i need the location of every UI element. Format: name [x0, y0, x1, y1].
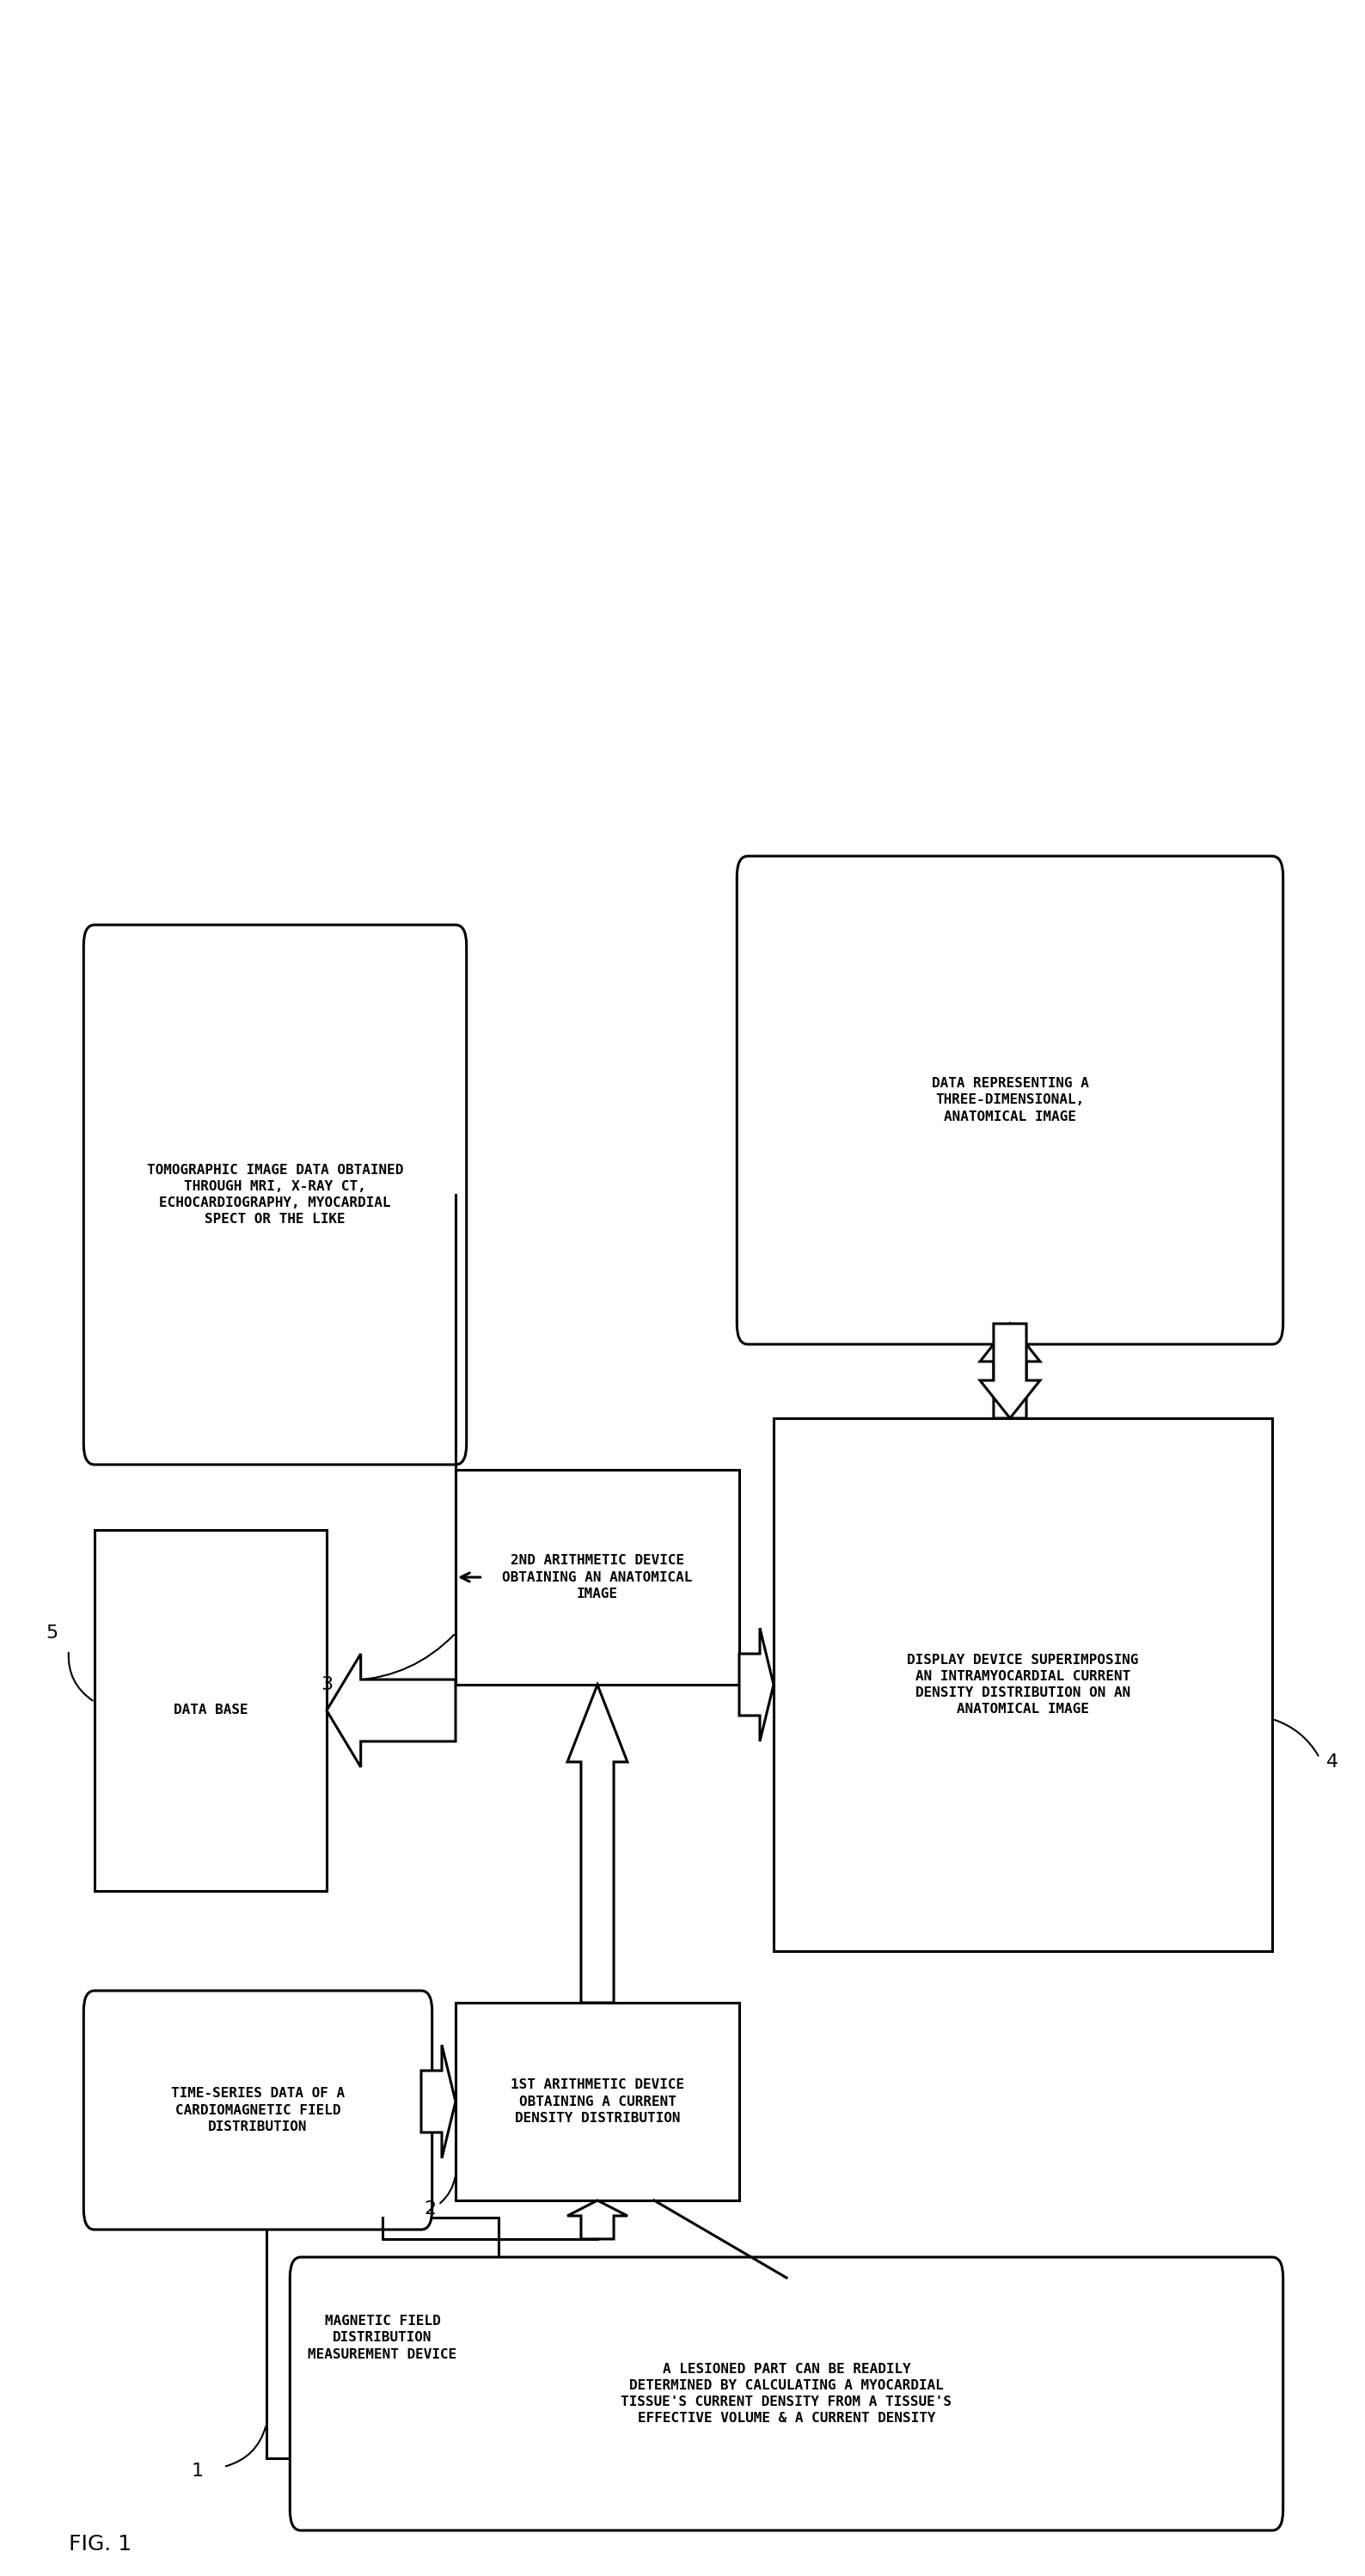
Text: 3: 3	[321, 1677, 333, 1692]
Bar	[456, 2002, 740, 2200]
Text: TIME-SERIES DATA OF A
CARDIOMAGNETIC FIELD
DISTRIBUTION: TIME-SERIES DATA OF A CARDIOMAGNETIC FIE…	[171, 2087, 345, 2133]
Polygon shape	[980, 1324, 1040, 1419]
FancyBboxPatch shape	[83, 1991, 433, 2231]
Text: 2: 2	[423, 2200, 435, 2218]
Bar	[456, 1471, 740, 1685]
Text: 4: 4	[1327, 1754, 1339, 1770]
Text: 5: 5	[45, 1625, 57, 1641]
Polygon shape	[980, 1324, 1040, 1419]
FancyBboxPatch shape	[83, 925, 467, 1466]
Polygon shape	[326, 1654, 456, 1767]
Text: DATA REPRESENTING A
THREE-DIMENSIONAL,
ANATOMICAL IMAGE: DATA REPRESENTING A THREE-DIMENSIONAL, A…	[931, 1077, 1089, 1123]
FancyBboxPatch shape	[289, 2257, 1283, 2530]
Polygon shape	[740, 1628, 774, 1741]
Bar	[94, 1530, 326, 1891]
Text: TOMOGRAPHIC IMAGE DATA OBTAINED
THROUGH MRI, X-RAY CT,
ECHOCARDIOGRAPHY, MYOCARD: TOMOGRAPHIC IMAGE DATA OBTAINED THROUGH …	[147, 1164, 403, 1226]
Text: 1ST ARITHMETIC DEVICE
OBTAINING A CURRENT
DENSITY DISTRIBUTION: 1ST ARITHMETIC DEVICE OBTAINING A CURREN…	[511, 2079, 684, 2125]
Polygon shape	[568, 1685, 628, 2002]
Polygon shape	[422, 2045, 456, 2159]
Bar	[774, 1419, 1272, 1950]
Text: FIG. 1: FIG. 1	[68, 2535, 131, 2555]
FancyBboxPatch shape	[737, 855, 1283, 1345]
Text: 1: 1	[191, 2463, 203, 2481]
Polygon shape	[568, 2200, 628, 2239]
Text: DISPLAY DEVICE SUPERIMPOSING
AN INTRAMYOCARDIAL CURRENT
DENSITY DISTRIBUTION ON : DISPLAY DEVICE SUPERIMPOSING AN INTRAMYO…	[908, 1654, 1138, 1716]
Bar	[266, 2218, 498, 2458]
Text: 2ND ARITHMETIC DEVICE
OBTAINING AN ANATOMICAL
IMAGE: 2ND ARITHMETIC DEVICE OBTAINING AN ANATO…	[502, 1553, 692, 1600]
Text: MAGNETIC FIELD
DISTRIBUTION
MEASUREMENT DEVICE: MAGNETIC FIELD DISTRIBUTION MEASUREMENT …	[308, 2316, 457, 2360]
Text: A LESIONED PART CAN BE READILY
DETERMINED BY CALCULATING A MYOCARDIAL
TISSUE'S C: A LESIONED PART CAN BE READILY DETERMINE…	[621, 2362, 951, 2424]
Text: DATA BASE: DATA BASE	[173, 1703, 248, 1716]
